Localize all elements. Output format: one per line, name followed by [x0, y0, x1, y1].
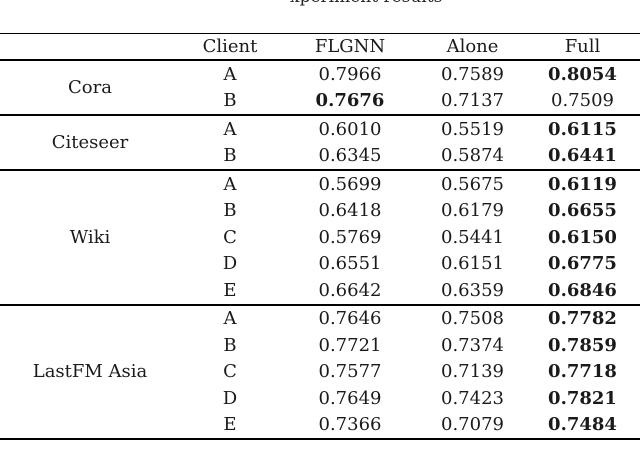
client-cell: A	[223, 118, 237, 140]
alone-value: 0.7139	[441, 361, 504, 383]
group-cora: Cora A 0.7966 0.7589 0.8054 B 0.7676 0.7…	[0, 60, 640, 115]
table-row: B 0.7721 0.7374 0.7859	[0, 332, 640, 359]
table-row: B 0.7676 0.7137 0.7509	[0, 88, 640, 116]
table-row: LastFM Asia A 0.7646 0.7508 0.7782	[0, 305, 640, 382]
alone-value: 0.5874	[441, 145, 504, 167]
full-value: 0.7859	[548, 334, 617, 356]
full-value: 0.6775	[548, 253, 617, 275]
dataset-label: LastFM Asia	[32, 361, 148, 383]
table-row: E 0.6642 0.6359 0.6846	[0, 277, 640, 305]
flgnn-value: 0.6010	[318, 118, 382, 140]
alone-value: 0.7423	[441, 387, 504, 409]
alone-value: 0.7589	[441, 63, 504, 85]
full-value: 0.6441	[548, 145, 617, 167]
group-lastfm-asia: LastFM Asia A 0.7646 0.7508 0.7782 B 0.7…	[0, 304, 640, 440]
full-value: 0.6655	[548, 200, 617, 222]
full-value: 0.7821	[548, 387, 617, 409]
client-cell: E	[223, 279, 237, 301]
alone-value: 0.7374	[441, 334, 504, 356]
flgnn-value: 0.7721	[318, 334, 382, 356]
alone-value: 0.6151	[441, 253, 504, 275]
alone-value: 0.5519	[441, 118, 504, 140]
header-full: Full	[564, 36, 601, 57]
client-cell: E	[223, 414, 237, 436]
flgnn-value: 0.6642	[318, 279, 382, 301]
caption-fragment-text: xperiment results	[290, 0, 442, 6]
header-alone: Alone	[446, 36, 499, 57]
full-value: 0.7782	[548, 308, 617, 330]
table-header-row: Client FLGNN Alone Full	[0, 34, 640, 61]
full-value: 0.6119	[548, 173, 617, 195]
full-value: 0.6150	[548, 226, 617, 248]
header-client: Client	[202, 36, 258, 57]
client-cell: D	[222, 253, 238, 275]
table-row: Wiki A 0.5699 0.5675 0.6119	[0, 170, 640, 248]
flgnn-value: 0.6345	[318, 145, 382, 167]
table-row: Cora A 0.7966 0.7589 0.8054	[0, 60, 640, 98]
flgnn-value: 0.5769	[318, 226, 382, 248]
table-row: D 0.6551 0.6151 0.6775	[0, 251, 640, 278]
client-cell: C	[223, 226, 237, 248]
client-cell: D	[222, 387, 238, 409]
client-cell: A	[223, 308, 237, 330]
flgnn-value: 0.7676	[315, 90, 385, 112]
header-flgnn: FLGNN	[314, 36, 386, 57]
results-table: Client FLGNN Alone Full Cora A 0.7966 0.…	[0, 33, 640, 440]
client-cell: B	[223, 334, 237, 356]
alone-value: 0.7137	[441, 90, 504, 112]
table-row: Citeseer A 0.6010 0.5519 0.6115	[0, 115, 640, 153]
full-value: 0.7718	[548, 361, 617, 383]
flgnn-value: 0.7366	[318, 414, 382, 436]
flgnn-value: 0.7966	[318, 63, 382, 85]
alone-value: 0.7079	[441, 414, 504, 436]
client-cell: C	[223, 361, 237, 383]
table-row: B 0.6418 0.6179 0.6655	[0, 198, 640, 225]
alone-value: 0.6179	[441, 200, 504, 222]
client-cell: B	[223, 145, 237, 167]
dataset-label: Citeseer	[51, 132, 129, 153]
alone-value: 0.7508	[441, 308, 504, 330]
client-cell: B	[223, 90, 237, 112]
full-value: 0.8054	[548, 63, 617, 85]
caption-fragment: xperiment results	[0, 0, 640, 6]
flgnn-value: 0.7577	[318, 361, 382, 383]
alone-value: 0.6359	[441, 279, 504, 301]
full-value: 0.7509	[551, 90, 614, 112]
table-row: B 0.6345 0.5874 0.6441	[0, 143, 640, 171]
full-value: 0.6846	[548, 279, 617, 301]
table-row: E 0.7366 0.7079 0.7484	[0, 412, 640, 440]
table-row: C 0.7577 0.7139 0.7718	[0, 359, 640, 386]
client-cell: B	[223, 200, 237, 222]
dataset-label: Wiki	[69, 226, 111, 248]
header-dataset	[0, 34, 180, 61]
flgnn-value: 0.6418	[318, 200, 382, 222]
flgnn-value: 0.7649	[318, 387, 382, 409]
client-cell: A	[223, 63, 237, 85]
dataset-label: Cora	[68, 77, 112, 98]
flgnn-value: 0.5699	[318, 173, 382, 195]
alone-value: 0.5675	[441, 173, 504, 195]
flgnn-value: 0.6551	[318, 253, 382, 275]
client-cell: A	[223, 173, 237, 195]
full-value: 0.6115	[548, 118, 617, 140]
flgnn-value: 0.7646	[318, 308, 382, 330]
full-value: 0.7484	[548, 414, 617, 436]
group-wiki: Wiki A 0.5699 0.5675 0.6119 B 0.6418 0.6…	[0, 170, 640, 305]
table-row: D 0.7649 0.7423 0.7821	[0, 385, 640, 412]
table-row: C 0.5769 0.5441 0.6150	[0, 224, 640, 251]
group-citeseer: Citeseer A 0.6010 0.5519 0.6115 B 0.6345…	[0, 115, 640, 170]
alone-value: 0.5441	[441, 226, 504, 248]
